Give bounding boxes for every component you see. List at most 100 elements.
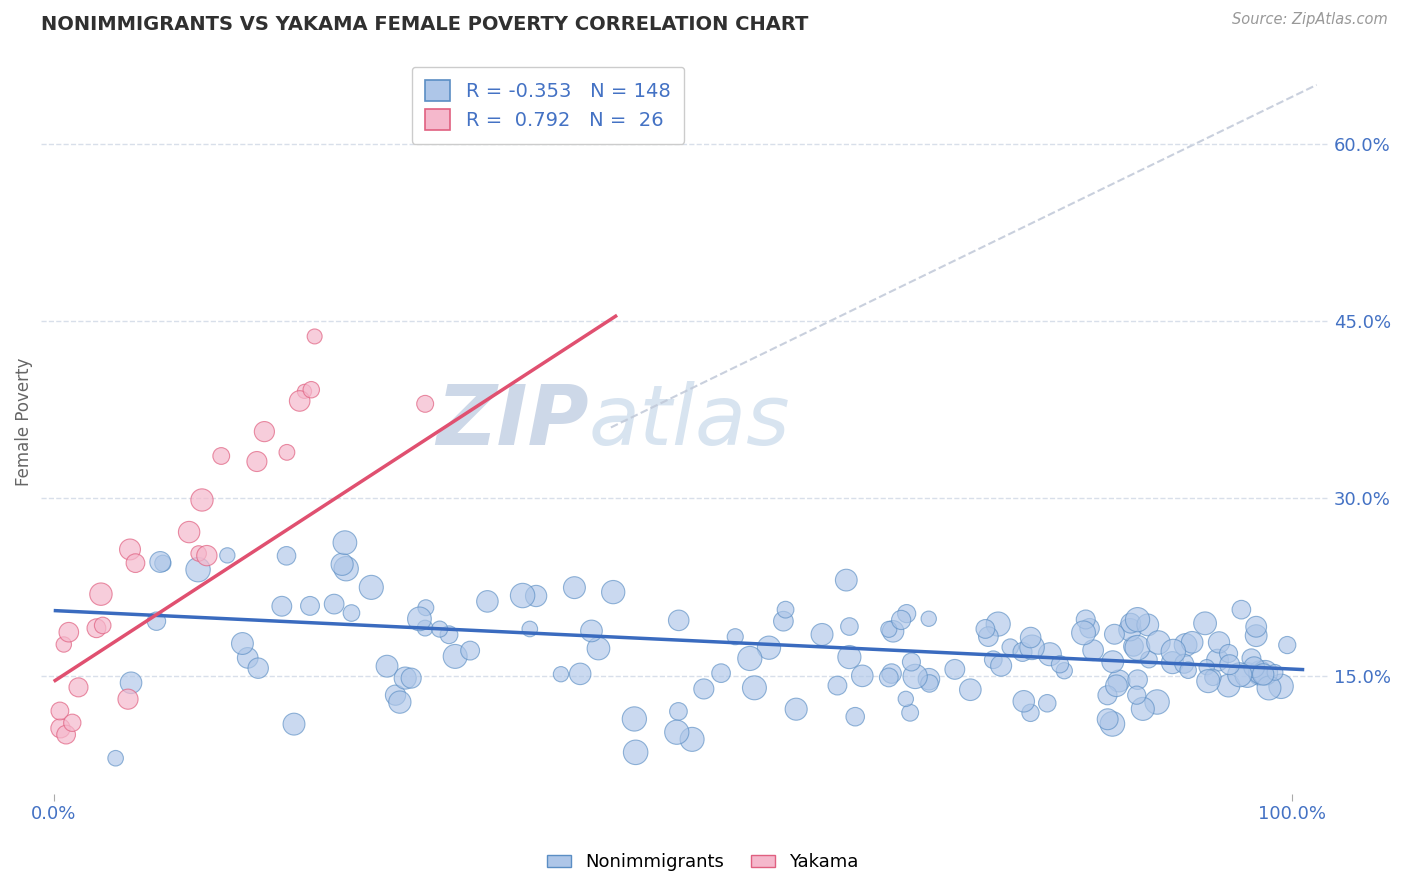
Point [1132,702,1154,716]
Point [283,717,305,731]
Point [1206,653,1229,667]
Point [55,728,77,742]
Point [209,449,232,463]
Point [838,619,860,633]
Point [149,555,172,569]
Point [1208,635,1230,649]
Point [524,589,547,603]
Point [1195,660,1218,674]
Point [564,581,586,595]
Point [981,653,1004,667]
Point [1146,695,1168,709]
Point [1073,626,1095,640]
Point [1074,612,1097,626]
Point [333,535,356,549]
Point [1258,681,1281,695]
Point [665,725,688,739]
Point [187,546,209,560]
Point [1078,621,1101,635]
Point [49,721,72,735]
Point [775,602,797,616]
Point [67,681,90,695]
Point [86,621,108,635]
Point [1161,656,1184,670]
Point [1119,623,1142,637]
Point [758,640,780,655]
Point [1019,631,1042,645]
Point [1105,679,1128,693]
Point [772,614,794,628]
Point [1036,696,1059,710]
Point [681,732,703,747]
Point [1277,638,1299,652]
Point [1053,664,1076,678]
Point [340,606,363,620]
Y-axis label: Female Poverty: Female Poverty [15,358,32,486]
Point [1011,645,1033,659]
Point [384,688,406,702]
Point [710,666,733,681]
Point [904,669,927,683]
Point [413,397,436,411]
Point [512,589,534,603]
Point [569,666,592,681]
Point [1177,663,1199,677]
Point [918,672,941,686]
Point [835,573,858,587]
Point [1126,673,1149,687]
Point [959,682,981,697]
Point [827,679,849,693]
Point [1136,618,1159,632]
Point [896,607,918,621]
Point [1264,665,1286,680]
Point [811,627,834,641]
Point [844,709,866,723]
Point [668,705,690,719]
Point [91,618,114,632]
Point [104,751,127,765]
Point [152,556,174,570]
Point [52,638,75,652]
Point [1244,629,1267,643]
Point [943,662,966,676]
Legend: R = -0.353   N = 148, R =  0.792   N =  26: R = -0.353 N = 148, R = 0.792 N = 26 [412,67,685,144]
Point [1173,657,1195,671]
Point [360,580,382,594]
Point [1104,627,1126,641]
Point [388,695,411,709]
Point [1243,660,1265,674]
Point [375,659,398,673]
Point [276,445,298,459]
Point [1218,679,1240,693]
Point [1247,668,1270,682]
Point [1108,673,1130,688]
Point [1119,616,1142,631]
Point [724,630,747,644]
Point [1000,640,1022,655]
Text: ZIP: ZIP [436,381,589,462]
Point [1039,647,1062,661]
Text: NONIMMIGRANTS VS YAKAMA FEMALE POVERTY CORRELATION CHART: NONIMMIGRANTS VS YAKAMA FEMALE POVERTY C… [41,15,808,34]
Point [187,563,209,577]
Point [1174,638,1197,652]
Point [1049,657,1071,672]
Point [668,613,690,627]
Point [918,612,941,626]
Point [977,630,1000,644]
Point [1081,643,1104,657]
Point [918,676,941,690]
Point [299,383,322,397]
Point [1194,616,1216,631]
Point [1125,688,1147,702]
Point [990,658,1012,673]
Point [1202,670,1225,684]
Point [117,692,139,706]
Point [785,702,807,716]
Point [1236,668,1258,682]
Point [1137,652,1160,666]
Point [90,587,112,601]
Point [399,671,422,685]
Point [118,542,141,557]
Point [987,617,1010,632]
Text: Source: ZipAtlas.com: Source: ZipAtlas.com [1232,12,1388,27]
